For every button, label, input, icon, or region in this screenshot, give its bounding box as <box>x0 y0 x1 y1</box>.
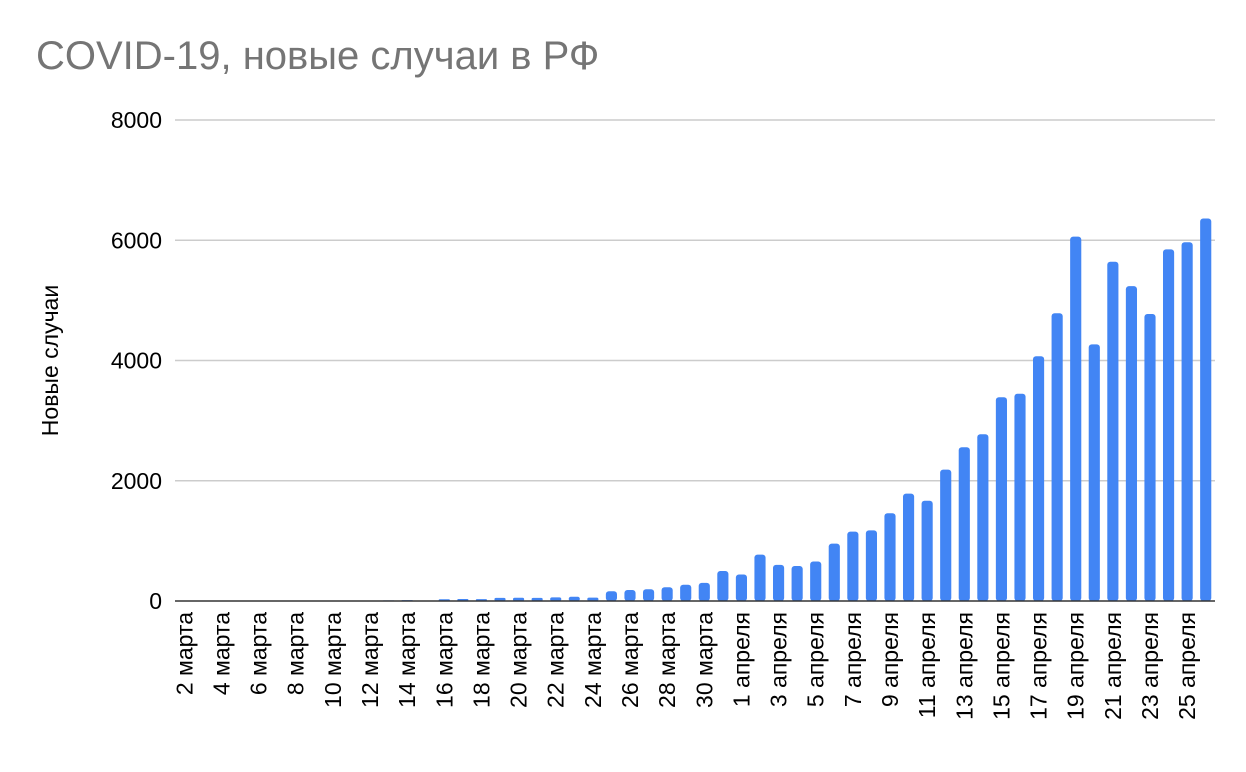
bar <box>977 434 989 601</box>
x-tick-label: 15 апреля <box>988 612 1014 720</box>
bar <box>568 596 580 601</box>
bar <box>680 584 692 601</box>
bar <box>1033 356 1045 601</box>
bar <box>550 597 562 601</box>
bar <box>717 570 729 601</box>
bar <box>958 447 970 601</box>
chart-title: COVID-19, новые случаи в РФ <box>36 34 600 78</box>
bar <box>995 397 1007 601</box>
x-tick-label: 7 апреля <box>840 612 866 707</box>
y-axis-label: Новые случаи <box>37 285 63 436</box>
bar <box>791 566 803 601</box>
x-tick-label: 2 марта <box>171 612 197 695</box>
x-axis-ticks: 2 марта 4 марта 6 марта 8 марта 10 марта 12 м… <box>171 612 1200 720</box>
x-tick-label: 30 марта <box>691 612 717 708</box>
bars <box>178 218 1212 602</box>
x-tick-label: 23 апреля <box>1137 612 1163 720</box>
bar <box>847 531 859 601</box>
bar <box>587 597 599 601</box>
bar <box>1200 218 1212 602</box>
x-tick-label: 9 апреля <box>877 612 903 707</box>
bar <box>643 589 655 601</box>
y-axis-ticks: 0 2000 4000 6000 8000 <box>111 107 162 614</box>
x-tick-label: 13 апреля <box>951 612 977 720</box>
x-tick-label: 24 марта <box>580 612 606 708</box>
bar <box>810 561 822 601</box>
y-tick-label: 6000 <box>111 227 162 253</box>
bar <box>513 597 525 601</box>
bar <box>754 554 766 601</box>
bar <box>1107 261 1119 601</box>
x-tick-label: 17 апреля <box>1026 612 1052 720</box>
x-tick-label: 22 марта <box>543 612 569 708</box>
bar <box>1144 313 1156 601</box>
x-tick-label: 14 марта <box>394 612 420 708</box>
x-tick-label: 1 апреля <box>728 612 754 707</box>
x-tick-label: 19 апреля <box>1063 612 1089 720</box>
x-tick-label: 3 апреля <box>766 612 792 707</box>
bar <box>773 564 785 601</box>
bar <box>735 574 747 601</box>
x-tick-label: 16 марта <box>431 612 457 708</box>
bar <box>698 582 710 601</box>
bar <box>1088 344 1100 601</box>
x-tick-label: 5 апреля <box>803 612 829 707</box>
bar <box>624 590 636 601</box>
bar <box>1070 236 1082 601</box>
x-tick-label: 11 апреля <box>914 612 940 718</box>
x-tick-label: 8 марта <box>283 612 309 695</box>
y-tick-label: 8000 <box>111 107 162 133</box>
x-tick-label: 10 марта <box>320 612 346 708</box>
bar <box>1125 286 1137 601</box>
bar <box>605 591 617 601</box>
bar <box>940 469 952 601</box>
bar <box>828 543 840 601</box>
bar <box>1181 242 1193 601</box>
x-tick-label: 18 марта <box>468 612 494 708</box>
y-tick-label: 0 <box>149 588 162 614</box>
bar <box>884 513 896 601</box>
bar <box>1014 393 1026 601</box>
x-tick-label: 26 марта <box>617 612 643 708</box>
bar <box>1051 313 1063 601</box>
bar <box>865 530 877 601</box>
bar <box>531 597 543 601</box>
y-tick-label: 4000 <box>111 348 162 374</box>
x-tick-label: 20 марта <box>506 612 532 708</box>
x-tick-label: 12 марта <box>357 612 383 708</box>
x-tick-label: 4 марта <box>208 612 234 695</box>
bar <box>1163 249 1175 602</box>
bar <box>494 597 506 601</box>
bar <box>661 587 673 601</box>
x-tick-label: 28 марта <box>654 612 680 708</box>
y-tick-label: 2000 <box>111 468 162 494</box>
x-tick-label: 21 апреля <box>1100 612 1126 720</box>
bar <box>903 493 915 601</box>
x-tick-label: 6 марта <box>246 612 272 695</box>
bar <box>921 500 933 601</box>
x-tick-label: 25 апреля <box>1174 612 1200 720</box>
